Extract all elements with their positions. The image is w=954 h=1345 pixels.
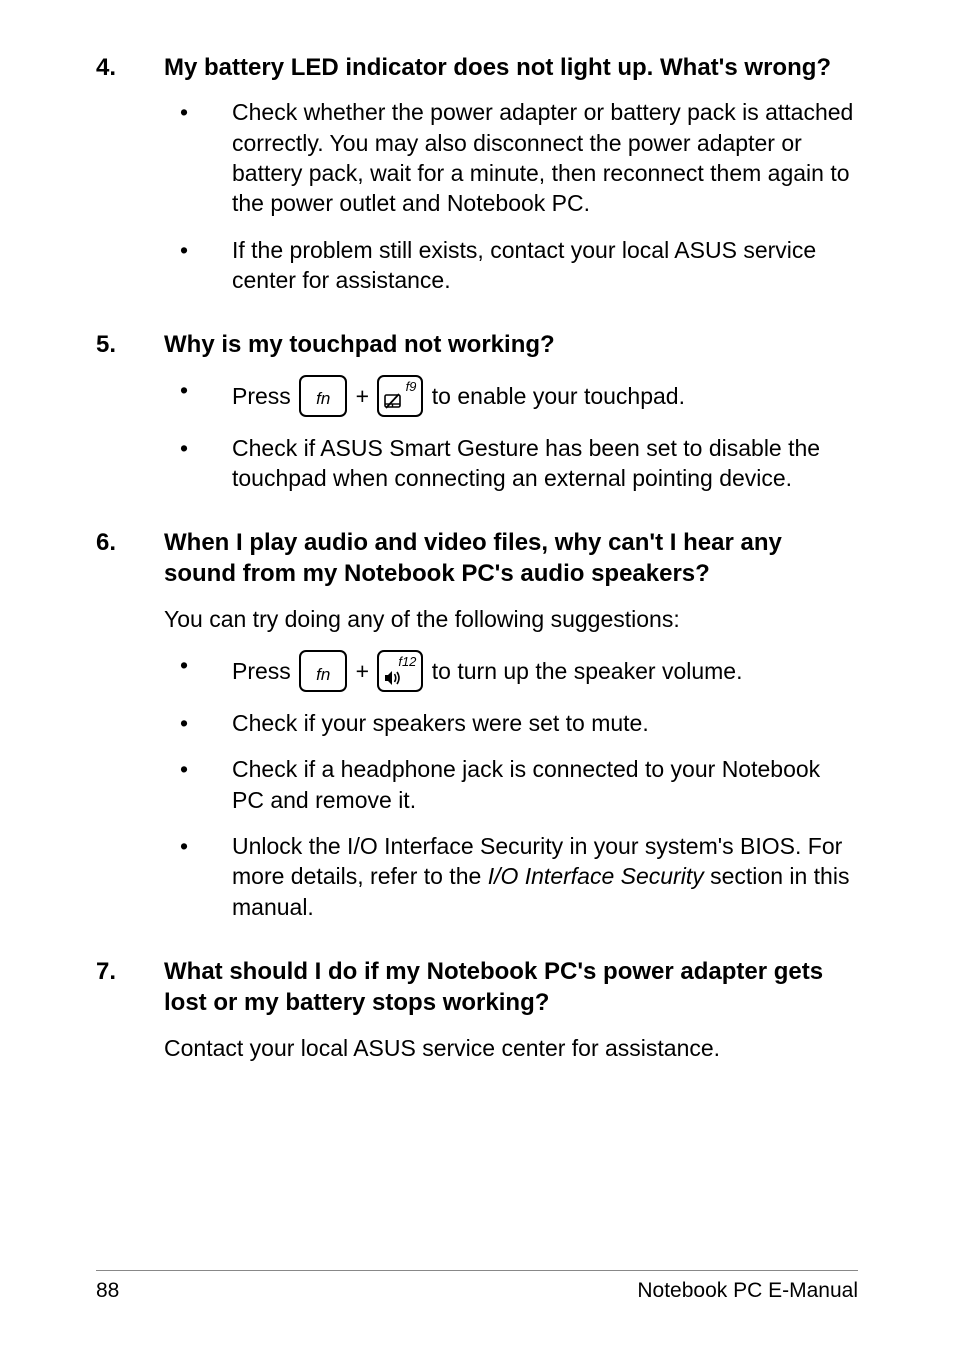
bullet: • If the problem still exists, contact y… — [164, 235, 858, 296]
key-label: fn — [301, 388, 345, 410]
faq-body: My battery LED indicator does not light … — [164, 52, 858, 311]
bullet: • Check if a headphone jack is connected… — [164, 754, 858, 815]
faq-number: 6. — [96, 527, 164, 938]
text-italic: I/O Interface Security — [488, 863, 704, 889]
faq-item-5: 5. Why is my touchpad not working? • Pre… — [96, 329, 858, 509]
bullet-marker: • — [170, 375, 232, 417]
bullet-text: Unlock the I/O Interface Security in you… — [232, 831, 858, 922]
fn-key-icon: fn — [299, 650, 347, 692]
faq-question: My battery LED indicator does not light … — [164, 52, 858, 83]
faq-item-7: 7. What should I do if my Notebook PC's … — [96, 956, 858, 1079]
text-post: to turn up the speaker volume. — [432, 658, 743, 684]
bullet-text: Check whether the power adapter or batte… — [232, 97, 858, 218]
faq-question: Why is my touchpad not working? — [164, 329, 858, 360]
footer-title: Notebook PC E-Manual — [637, 1279, 858, 1303]
bullet-text: If the problem still exists, contact you… — [232, 235, 858, 296]
bullet: • Check whether the power adapter or bat… — [164, 97, 858, 218]
bullet-text: Check if your speakers were set to mute. — [232, 708, 858, 738]
bullet-marker: • — [170, 754, 232, 815]
faq-question: When I play audio and video files, why c… — [164, 527, 858, 589]
text-pre: Press — [232, 658, 297, 684]
faq-body: When I play audio and video files, why c… — [164, 527, 858, 938]
touchpad-off-icon — [384, 393, 402, 411]
faq-item-4: 4. My battery LED indicator does not lig… — [96, 52, 858, 311]
volume-up-icon — [384, 670, 404, 686]
key-label: f9 — [406, 378, 417, 395]
bullet: • Press fn + f12 t — [164, 650, 858, 692]
bullet-text: Press fn + f12 to turn up the speaker — [232, 650, 858, 692]
bullet: • Press fn + f9 — [164, 375, 858, 417]
bullet-marker: • — [170, 708, 232, 738]
page-content: 4. My battery LED indicator does not lig… — [0, 0, 954, 1079]
bullet-marker: • — [170, 650, 232, 692]
page-footer: 88 Notebook PC E-Manual — [96, 1270, 858, 1303]
faq-item-6: 6. When I play audio and video files, wh… — [96, 527, 858, 938]
bullet-marker: • — [170, 831, 232, 922]
faq-number: 4. — [96, 52, 164, 311]
page-number: 88 — [96, 1279, 119, 1303]
bullet-marker: • — [170, 433, 232, 494]
bullet-marker: • — [170, 97, 232, 218]
bullet: • Unlock the I/O Interface Security in y… — [164, 831, 858, 922]
bullet-text: Press fn + f9 to enabl — [232, 375, 858, 417]
f12-key-icon: f12 — [377, 650, 423, 692]
text-post: to enable your touchpad. — [432, 382, 685, 408]
key-label: fn — [301, 664, 345, 686]
bullet-text: Check if ASUS Smart Gesture has been set… — [232, 433, 858, 494]
faq-body: What should I do if my Notebook PC's pow… — [164, 956, 858, 1079]
faq-intro: You can try doing any of the following s… — [164, 604, 858, 634]
faq-number: 7. — [96, 956, 164, 1079]
f9-key-icon: f9 — [377, 375, 423, 417]
text-plus: + — [356, 382, 376, 408]
bullet-marker: • — [170, 235, 232, 296]
faq-number: 5. — [96, 329, 164, 509]
faq-intro: Contact your local ASUS service center f… — [164, 1033, 858, 1063]
bullet: • Check if your speakers were set to mut… — [164, 708, 858, 738]
bullet: • Check if ASUS Smart Gesture has been s… — [164, 433, 858, 494]
text-plus: + — [356, 658, 376, 684]
bullet-text: Check if a headphone jack is connected t… — [232, 754, 858, 815]
key-label: f12 — [398, 653, 416, 670]
fn-key-icon: fn — [299, 375, 347, 417]
text-pre: Press — [232, 382, 297, 408]
faq-question: What should I do if my Notebook PC's pow… — [164, 956, 858, 1018]
faq-body: Why is my touchpad not working? • Press … — [164, 329, 858, 509]
